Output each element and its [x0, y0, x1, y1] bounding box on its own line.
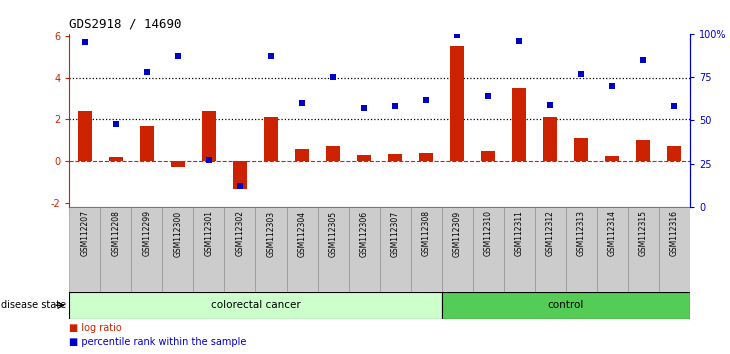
Text: GSM112311: GSM112311 — [515, 211, 523, 256]
Text: GDS2918 / 14690: GDS2918 / 14690 — [69, 17, 182, 30]
Text: GSM112207: GSM112207 — [80, 211, 89, 257]
Bar — [264, 117, 278, 161]
Bar — [326, 147, 340, 161]
Bar — [286, 207, 318, 292]
Bar — [575, 138, 588, 161]
Text: control: control — [548, 300, 584, 310]
Point — [358, 105, 370, 111]
Point — [110, 121, 122, 127]
Bar — [504, 207, 534, 292]
Bar — [419, 153, 433, 161]
Point — [575, 71, 587, 76]
Text: GSM112301: GSM112301 — [204, 211, 213, 257]
Bar — [473, 207, 504, 292]
Bar — [131, 207, 162, 292]
Text: GSM112303: GSM112303 — [266, 211, 275, 257]
Text: GSM112302: GSM112302 — [236, 211, 245, 257]
Bar — [162, 207, 193, 292]
Text: ■ percentile rank within the sample: ■ percentile rank within the sample — [69, 337, 247, 347]
Bar — [380, 207, 410, 292]
Point — [637, 57, 649, 62]
Text: colorectal cancer: colorectal cancer — [211, 300, 300, 310]
Bar — [566, 207, 596, 292]
Bar — [637, 140, 650, 161]
Point — [483, 93, 494, 99]
Text: GSM112305: GSM112305 — [328, 211, 337, 257]
Point — [389, 104, 401, 109]
Bar — [658, 207, 690, 292]
Point — [79, 40, 91, 45]
Bar — [233, 161, 247, 189]
Text: GSM112309: GSM112309 — [453, 211, 461, 257]
Point — [451, 33, 463, 38]
Bar — [442, 207, 473, 292]
Text: GSM112307: GSM112307 — [391, 211, 399, 257]
Point — [265, 53, 277, 59]
Bar — [388, 154, 402, 161]
Point — [513, 38, 525, 44]
Text: GSM112312: GSM112312 — [546, 211, 555, 256]
Bar — [255, 207, 286, 292]
Bar — [140, 126, 154, 161]
Bar — [357, 155, 371, 161]
Bar — [667, 147, 681, 161]
Text: GSM112313: GSM112313 — [577, 211, 585, 257]
Bar — [628, 207, 658, 292]
Text: GSM112300: GSM112300 — [174, 211, 182, 257]
Text: GSM112299: GSM112299 — [142, 211, 151, 257]
Bar — [202, 111, 216, 161]
Bar — [442, 292, 690, 319]
Text: GSM112208: GSM112208 — [112, 211, 120, 256]
Bar — [69, 292, 442, 319]
Point — [327, 74, 339, 80]
Bar — [78, 111, 92, 161]
Bar — [481, 151, 495, 161]
Text: GSM112314: GSM112314 — [608, 211, 617, 257]
Text: GSM112304: GSM112304 — [298, 211, 307, 257]
Bar — [193, 207, 225, 292]
Point — [141, 69, 153, 75]
Bar — [171, 161, 185, 167]
Text: disease state: disease state — [1, 300, 66, 310]
Bar — [605, 156, 619, 161]
Text: GSM112306: GSM112306 — [360, 211, 369, 257]
Bar — [69, 207, 100, 292]
Bar — [295, 149, 309, 161]
Bar — [596, 207, 628, 292]
Bar — [318, 207, 348, 292]
Bar — [512, 88, 526, 161]
Bar — [349, 207, 380, 292]
Point — [545, 102, 556, 108]
Bar — [109, 157, 123, 161]
Point — [234, 183, 246, 189]
Bar — [224, 207, 255, 292]
Text: GSM112315: GSM112315 — [639, 211, 648, 257]
Text: GSM112316: GSM112316 — [670, 211, 679, 257]
Bar — [450, 46, 464, 161]
Point — [172, 53, 184, 59]
Bar — [534, 207, 566, 292]
Text: GSM112310: GSM112310 — [484, 211, 493, 257]
Text: GSM112308: GSM112308 — [422, 211, 431, 257]
Point — [203, 158, 215, 163]
Point — [607, 83, 618, 88]
Bar — [101, 207, 131, 292]
Point — [420, 97, 432, 102]
Point — [669, 104, 680, 109]
Text: ■ log ratio: ■ log ratio — [69, 323, 122, 333]
Bar — [543, 117, 557, 161]
Bar — [410, 207, 442, 292]
Point — [296, 100, 308, 106]
